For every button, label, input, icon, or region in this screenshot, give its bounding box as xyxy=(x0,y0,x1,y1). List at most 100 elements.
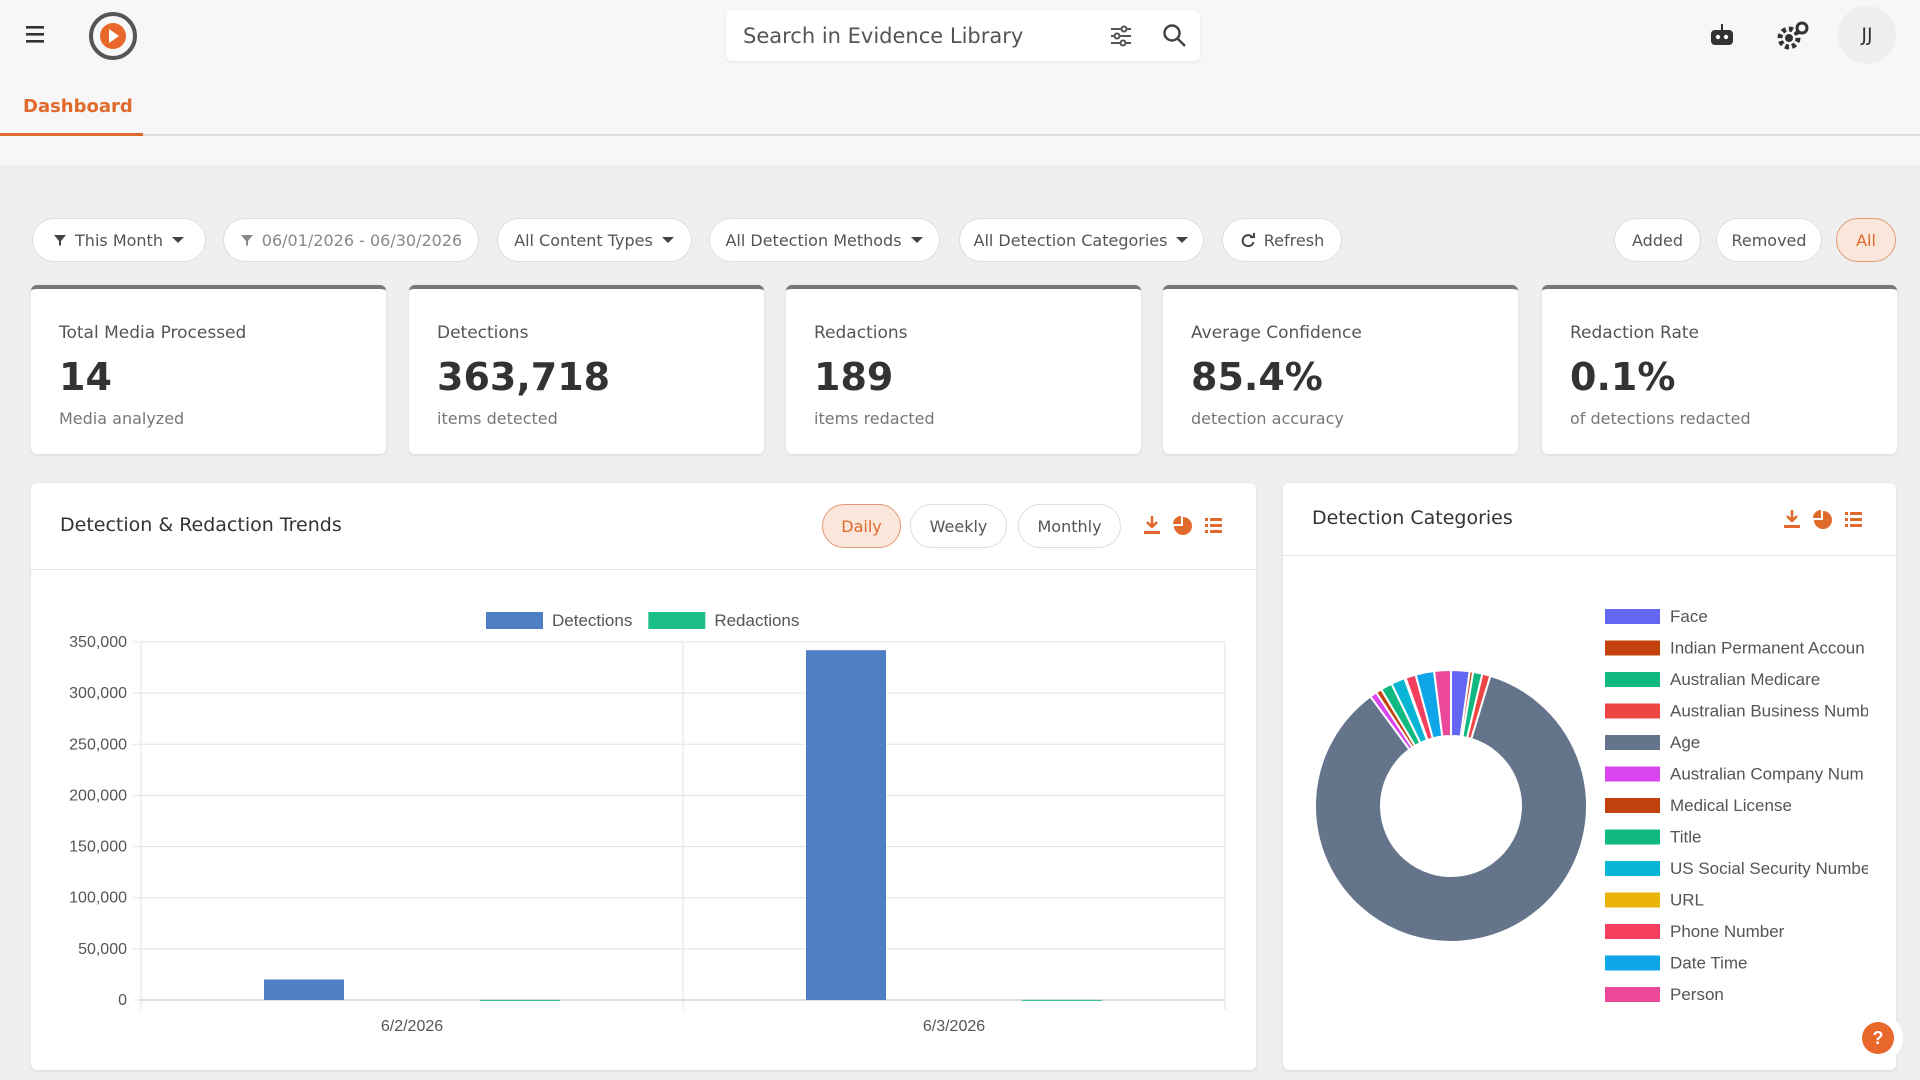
legend-swatch xyxy=(1605,987,1660,1002)
card-rule xyxy=(31,569,1256,570)
y-tick-label: 200,000 xyxy=(69,787,127,804)
y-tick-label: 150,000 xyxy=(69,839,127,856)
bar xyxy=(480,999,560,1001)
caret xyxy=(661,237,674,243)
filter-label: All Detection Categories xyxy=(973,230,1168,250)
category-card: Detection Categories Face Indian Permanen… xyxy=(1283,483,1896,1070)
stat-card: Redactions 189 items redacted xyxy=(786,285,1141,454)
search-icon[interactable] xyxy=(1162,23,1188,49)
menu-button[interactable] xyxy=(26,24,50,46)
legend-label: Title xyxy=(1670,828,1702,847)
legend-label: Australian Company Num xyxy=(1670,765,1864,784)
stat-note: detection accuracy xyxy=(1191,409,1344,428)
stat-value: 189 xyxy=(814,355,894,399)
donut-slice xyxy=(1432,668,1452,738)
legend-swatch xyxy=(1605,861,1660,876)
filter-pill[interactable]: All Detection Methods xyxy=(709,218,940,262)
search-placeholder: Search in Evidence Library xyxy=(743,24,1024,48)
caret xyxy=(171,237,184,243)
x-tick-label: 6/3/2026 xyxy=(923,1018,985,1035)
stat-value: 363,718 xyxy=(437,355,611,399)
stat-note: Media analyzed xyxy=(59,409,185,428)
filter-pill[interactable]: This Month xyxy=(32,218,206,262)
filter-pill[interactable]: All Detection Categories xyxy=(959,218,1204,262)
bar-chart: 0 50,000 100,000 150,000 200,000 250,000 300,0… xyxy=(69,611,1226,1035)
card-title: Detection & Redaction Trends xyxy=(60,514,342,536)
filter-pill[interactable]: All Content Types xyxy=(497,218,692,262)
legend-swatch xyxy=(486,612,543,629)
x-tick-label: 6/2/2026 xyxy=(381,1018,443,1035)
filter-label: All Content Types xyxy=(514,230,653,250)
avatar[interactable]: JJ xyxy=(1838,6,1896,64)
stat-label: Average Confidence xyxy=(1191,323,1362,343)
legend-swatch xyxy=(1605,640,1660,656)
chart-actions[interactable] xyxy=(1781,508,1877,532)
filter-icon xyxy=(54,235,67,246)
stat-value: 14 xyxy=(59,355,112,399)
tab-rule xyxy=(0,134,1920,136)
legend-swatch xyxy=(1605,609,1660,624)
top-bar: Search in Evidence Library JJ Dashboard xyxy=(0,0,1920,165)
legend-label: Age xyxy=(1670,733,1700,752)
legend-swatch xyxy=(1605,766,1660,782)
stat-card: Detections 363,718 items detected xyxy=(409,285,764,454)
bar xyxy=(806,650,886,1000)
legend-label: Redactions xyxy=(714,611,799,630)
period-button[interactable]: Monthly xyxy=(1018,504,1121,548)
legend-label: US Social Security Numbe xyxy=(1670,859,1870,878)
legend-label: Australian Medicare xyxy=(1670,670,1820,689)
stat-label: Total Media Processed xyxy=(59,323,247,343)
assistant-icon[interactable] xyxy=(1708,22,1736,50)
bar xyxy=(1022,999,1102,1001)
y-tick-label: 100,000 xyxy=(69,890,127,907)
period-button[interactable]: Weekly xyxy=(910,504,1007,548)
stat-label: Detections xyxy=(437,323,529,343)
dashboard-tab[interactable]: Dashboard xyxy=(23,96,133,117)
card-rule xyxy=(1283,555,1896,556)
toggle-button[interactable]: Added xyxy=(1614,218,1701,262)
legend-swatch xyxy=(1605,798,1660,813)
legend-swatch xyxy=(1605,924,1660,939)
stat-value: 85.4% xyxy=(1191,355,1323,399)
settings-icon[interactable] xyxy=(1776,20,1810,52)
stat-label: Redaction Rate xyxy=(1570,323,1700,343)
legend-swatch xyxy=(1605,703,1660,719)
legend-swatch xyxy=(1605,735,1660,750)
legend-label: Indian Permanent Accoun xyxy=(1670,639,1865,658)
filter-label: All Detection Methods xyxy=(725,230,902,250)
toggle-button[interactable]: All xyxy=(1836,218,1896,262)
chart-actions[interactable] xyxy=(1141,514,1237,538)
trend-card: Detection & Redaction Trends Daily Weekl… xyxy=(31,483,1256,1070)
legend-swatch xyxy=(648,612,706,629)
legend-label: Person xyxy=(1670,985,1724,1004)
legend-swatch xyxy=(1605,892,1660,908)
legend-swatch xyxy=(1605,955,1660,971)
toggle-button[interactable]: Removed xyxy=(1716,218,1822,262)
tab-underline xyxy=(0,133,143,136)
donut-chart: Face Indian Permanent Accoun Australian Me… xyxy=(1314,607,1870,1004)
filter-icon xyxy=(240,235,253,246)
help-button[interactable]: ? xyxy=(1852,1012,1904,1064)
filter-pill[interactable]: 06/01/2026 - 06/30/2026 xyxy=(223,218,479,262)
filter-label: 06/01/2026 - 06/30/2026 xyxy=(261,230,463,250)
stat-note: items detected xyxy=(437,409,558,428)
stat-value: 0.1% xyxy=(1570,355,1676,399)
stat-card: Redaction Rate 0.1% of detections redacted xyxy=(1542,285,1897,454)
period-button[interactable]: Daily xyxy=(822,504,901,548)
logo[interactable] xyxy=(86,9,140,63)
stat-note: of detections redacted xyxy=(1570,409,1751,428)
donut-slice xyxy=(1314,674,1588,943)
filter-settings-icon[interactable] xyxy=(1109,24,1133,48)
bar xyxy=(264,979,344,1000)
y-tick-label: 0 xyxy=(118,992,127,1009)
search-box[interactable]: Search in Evidence Library xyxy=(726,10,1200,61)
stat-card: Total Media Processed 14 Media analyzed xyxy=(31,285,386,454)
legend-swatch xyxy=(1605,829,1660,845)
svg-text:?: ? xyxy=(1873,1028,1884,1048)
legend-label: Medical License xyxy=(1670,796,1792,815)
refresh-button[interactable]: Refresh xyxy=(1222,218,1342,262)
y-tick-label: 250,000 xyxy=(69,736,127,753)
legend-swatch xyxy=(1605,672,1660,687)
y-tick-label: 300,000 xyxy=(69,685,127,702)
